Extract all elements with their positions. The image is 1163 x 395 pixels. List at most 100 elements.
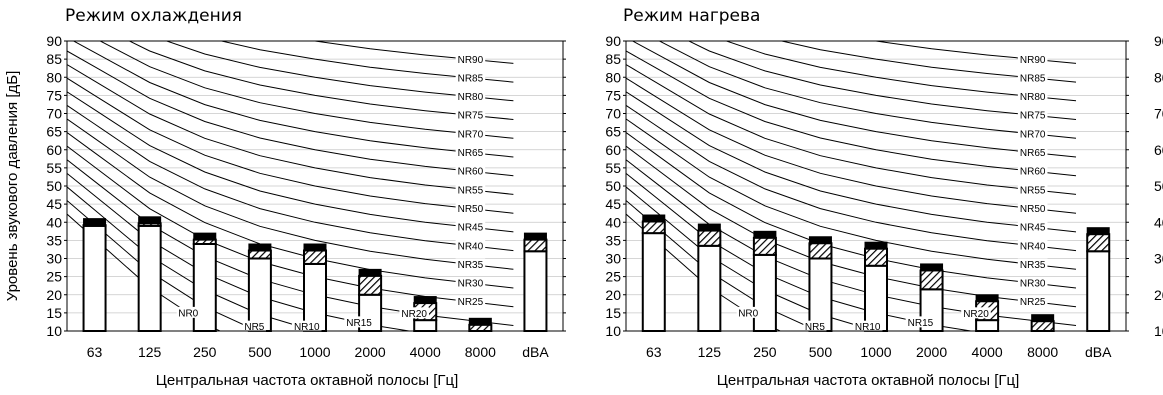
nr-label: NR20: [963, 309, 989, 320]
nr-label-bg: [455, 165, 486, 177]
nr-curve: [67, 63, 514, 195]
nr-label-bg: [1017, 239, 1048, 251]
y-tick-label: 40: [46, 214, 62, 230]
nr-curve: [67, 77, 514, 214]
y-tick-label: 10: [605, 323, 621, 339]
nr-label-bg: [1017, 277, 1048, 289]
nr-label-bg: [1017, 90, 1048, 102]
nr-label-bg: [1017, 109, 1048, 121]
y-tick-label: 90: [46, 33, 62, 49]
x-tick-label: 8000: [465, 344, 496, 360]
x-tick-label: 250: [753, 344, 777, 360]
nr-curve: [72, 41, 514, 158]
nr-label: NR30: [1020, 279, 1046, 290]
y-tick-label: 85: [605, 51, 621, 67]
nr-label-bg: [1017, 53, 1048, 65]
nr-label-bg: [455, 90, 486, 102]
y-tick-label-right: 20: [1154, 287, 1163, 303]
nr-label-bg: [344, 316, 374, 328]
bar-cap: [1086, 227, 1110, 235]
nr-label: NR10: [855, 322, 881, 333]
nr-label: NR25: [1020, 297, 1046, 308]
bar-hatch: [358, 274, 383, 296]
nr-curve: [67, 199, 259, 331]
x-tick-label: 4000: [410, 344, 441, 360]
bar-63: [82, 218, 107, 332]
bar-hatch: [303, 249, 327, 265]
nr-label: NR30: [458, 279, 484, 290]
nr-curve: [687, 41, 1077, 120]
nr-label: NR80: [1020, 92, 1046, 103]
x-tick-label: 125: [698, 344, 722, 360]
nr-label: NR40: [1020, 241, 1046, 252]
bar-base: [1086, 250, 1111, 332]
x-axis-label: Центральная частота октавной полосы [Гц]: [156, 372, 459, 389]
x-tick-label: dBA: [1085, 344, 1112, 360]
bar-cap: [303, 243, 327, 252]
nr-curve: [67, 50, 514, 177]
x-tick-label: 500: [248, 344, 272, 360]
nr-label-bg: [242, 320, 266, 332]
y-tick-label: 80: [46, 69, 62, 85]
y-tick-label: 60: [605, 142, 621, 158]
nr-curve: [626, 131, 1077, 289]
x-tick-label: 1000: [299, 344, 330, 360]
bar-hatch: [468, 323, 493, 332]
nr-curve: [626, 104, 1077, 252]
nr-label-bg: [961, 307, 991, 319]
nr-label-bg: [455, 277, 486, 289]
nr-label-bg: [1017, 202, 1048, 214]
nr-label: NR40: [458, 241, 484, 252]
bar-cap: [83, 218, 107, 226]
nr-label: NR85: [1020, 73, 1046, 84]
nr-label-bg: [455, 239, 486, 251]
bar-hatch: [1086, 233, 1111, 253]
nr-label-bg: [1017, 71, 1048, 83]
nr-curve: [67, 186, 318, 331]
x-tick-label: 1000: [860, 344, 891, 360]
nr-curve: [626, 118, 1077, 270]
y-tick-label: 35: [605, 232, 621, 248]
chart-title: Режим охлаждения: [65, 6, 242, 26]
y-tick-label: 85: [46, 51, 62, 67]
nr-label-bg: [1017, 146, 1048, 158]
nr-label-bg: [736, 306, 760, 318]
nr-label: NR25: [458, 297, 484, 308]
nr-curve: [631, 41, 1077, 158]
y-tick-label-right: 40: [1154, 214, 1163, 230]
nr-label-bg: [1017, 295, 1048, 307]
nr-label: NR10: [294, 322, 320, 333]
nr-label-bg: [1017, 221, 1048, 233]
bar-base: [82, 224, 107, 332]
nr-label: NR60: [458, 167, 484, 178]
bar-base: [752, 253, 777, 332]
y-tick-label: 45: [46, 196, 62, 212]
y-tick-label-right: 80: [1154, 69, 1163, 85]
nr-label-bg: [1017, 127, 1048, 139]
bar-63: [641, 214, 666, 332]
nr-label: NR90: [458, 55, 484, 66]
nr-curve: [872, 41, 1077, 64]
chart-panel-cooling: Режим охлаждения NR0 NR5 NR10 NR15 NR20 NR25 N…: [0, 0, 575, 395]
y-tick-label: 30: [46, 251, 62, 267]
nr-curve: [724, 41, 1077, 102]
nr-curve: [626, 145, 1077, 308]
bar-125: [697, 223, 722, 332]
y-tick-label: 50: [605, 178, 621, 194]
y-tick-label: 80: [605, 69, 621, 85]
nr-label: NR50: [458, 204, 484, 215]
bar-dBA: [1086, 227, 1111, 332]
y-tick-label: 45: [605, 196, 621, 212]
nr-label: NR20: [401, 309, 427, 320]
y-tick-label: 70: [605, 106, 621, 122]
nr-label-bg: [455, 202, 486, 214]
bar-base: [523, 250, 548, 332]
bar-cap: [248, 243, 272, 252]
chart-cooling: NR0 NR5 NR10 NR15 NR20 NR25 NR30 NR35 NR40 NR45 NR…: [4, 33, 566, 389]
y-tick-label: 75: [605, 87, 621, 103]
y-tick-label: 10: [46, 323, 62, 339]
y-axis-label: Уровень звукового давления [дБ]: [4, 71, 21, 302]
chart-heating: NR0 NR5 NR10 NR15 NR20 NR25 NR30 NR35 NR40 NR45 NR…: [605, 33, 1163, 389]
nr-curve: [67, 104, 514, 252]
bar-base: [247, 257, 272, 332]
